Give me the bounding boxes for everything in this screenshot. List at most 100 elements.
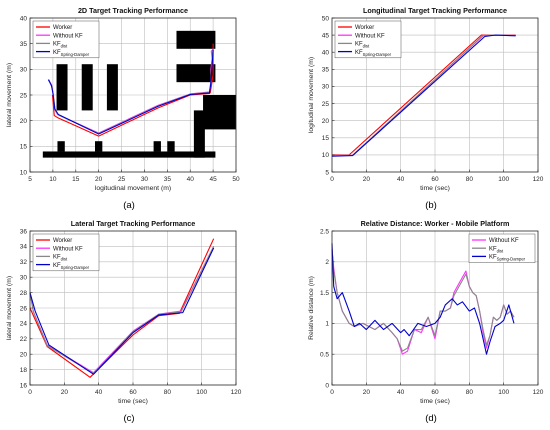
- x-tick-label: 40: [187, 176, 195, 183]
- y-tick-label: 22: [20, 336, 28, 343]
- legend-entry-text: KF: [53, 263, 61, 269]
- y-tick-label: 30: [20, 275, 28, 282]
- legend-entry-text: KF: [53, 42, 61, 48]
- y-tick-label: 10: [322, 152, 330, 159]
- y-tick-label: 25: [20, 92, 28, 99]
- legend-entry-subscript: Spring-Damper: [363, 52, 392, 57]
- legend-entry-without_kf: Without KF: [53, 33, 83, 39]
- obstacle-block-1: [56, 64, 68, 111]
- legend-entry-worker: Worker: [53, 238, 72, 244]
- x-tick-label: 10: [49, 176, 57, 183]
- y-tick-label: 20: [20, 118, 28, 125]
- x-tick-label: 80: [466, 176, 474, 183]
- legend-entry-text: Without KF: [53, 33, 83, 39]
- y-tick-label: 15: [322, 135, 330, 142]
- x-tick-label: 50: [232, 176, 240, 183]
- legend-entry-subscript: Spring-Damper: [61, 52, 90, 57]
- legend-entry-without_kf: Without KF: [489, 238, 519, 244]
- x-tick-label: 60: [431, 389, 439, 396]
- y-tick-label: 26: [20, 305, 28, 312]
- x-axis-label: time (sec): [420, 398, 450, 405]
- legend-entry-text: KF: [355, 50, 363, 56]
- y-tick-label: 34: [20, 244, 28, 251]
- y-axis-label: logitudinal movement (m): [308, 57, 315, 133]
- chart-panel-3: 0 20 40 60 80 100 120 16 18 20 22 24 26 28 30 32 34 36 Lat…: [6, 219, 242, 424]
- x-tick-label: 80: [164, 389, 172, 396]
- obstacle-block-5: [176, 64, 216, 83]
- obstacle-block-6: [203, 95, 236, 130]
- panel-label: (c): [123, 413, 134, 424]
- legend-entry-text: KF: [53, 50, 61, 56]
- x-tick-label: 35: [164, 176, 172, 183]
- x-tick-label: 80: [466, 389, 474, 396]
- y-tick-label: 50: [322, 15, 330, 22]
- chart-panel-4: 0 20 40 60 80 100 120 0 0.5 1 1.5 2 2.5 Relative Dist…: [308, 219, 544, 424]
- legend-entry-text: Worker: [53, 238, 72, 244]
- x-tick-label: 120: [231, 389, 242, 396]
- y-tick-label: 30: [322, 84, 330, 91]
- legend-entry-text: KF: [489, 255, 497, 261]
- panel-label: (a): [123, 200, 135, 211]
- legend-entry-text: Worker: [355, 25, 374, 31]
- legend-entry-kf_spring: KFSpring-Damper: [355, 50, 392, 57]
- legend-entry-kf_spring: KFSpring-Damper: [489, 255, 526, 262]
- y-axis-label: lateral movement (m): [6, 63, 13, 127]
- y-tick-label: 0.5: [320, 352, 329, 359]
- obstacle-block-7: [193, 110, 205, 158]
- x-axis-label: logitudinal movement (m): [95, 185, 171, 192]
- legend-entry-kf_spring: KFSpring-Damper: [53, 50, 90, 57]
- y-axis-label: lateral movement (m): [6, 276, 13, 340]
- series-line-kf_spring: [29, 247, 215, 375]
- y-axis-label: Relative distance (m): [308, 276, 315, 340]
- x-tick-label: 100: [498, 176, 509, 183]
- series-line-kf_dist: [331, 249, 515, 352]
- x-tick-label: 0: [28, 389, 32, 396]
- x-tick-label: 40: [397, 176, 405, 183]
- legend-entry-without_kf: Without KF: [355, 33, 385, 39]
- legend-entry-kf_dist: KFdist: [53, 42, 68, 49]
- x-tick-label: 120: [533, 389, 544, 396]
- legend-entry-worker: Worker: [53, 25, 72, 31]
- obstacle-block-8: [42, 151, 216, 158]
- x-tick-label: 20: [95, 176, 103, 183]
- x-tick-label: 0: [330, 176, 334, 183]
- x-tick-label: 120: [533, 176, 544, 183]
- y-tick-label: 35: [20, 41, 28, 48]
- x-tick-label: 15: [72, 176, 80, 183]
- y-tick-label: 1.5: [320, 290, 329, 297]
- y-tick-label: 36: [20, 228, 28, 235]
- legend-entry-text: KF: [53, 255, 61, 261]
- y-tick-label: 32: [20, 259, 28, 266]
- x-tick-label: 20: [363, 176, 371, 183]
- obstacle-block-10: [95, 141, 103, 152]
- x-tick-label: 60: [431, 176, 439, 183]
- series-line-kf_spring: [331, 243, 515, 355]
- chart-panel-2: 0 20 40 60 80 100 120 5 10 15 20 25 30 35 40 45 50 Longit…: [308, 6, 544, 211]
- legend-entry-kf_spring: KFSpring-Damper: [53, 263, 90, 270]
- panel-label: (d): [425, 413, 437, 424]
- legend-entry-text: Worker: [53, 25, 72, 31]
- y-tick-label: 35: [322, 67, 330, 74]
- y-tick-label: 0: [325, 382, 329, 389]
- y-tick-label: 25: [322, 101, 330, 108]
- y-tick-label: 30: [20, 67, 28, 74]
- x-tick-label: 5: [28, 176, 32, 183]
- y-tick-label: 15: [20, 144, 28, 151]
- x-tick-label: 45: [209, 176, 217, 183]
- legend-entry-text: Without KF: [489, 238, 519, 244]
- y-tick-label: 40: [20, 15, 28, 22]
- y-tick-label: 2.5: [320, 228, 329, 235]
- legend-entry-subscript: Spring-Damper: [61, 265, 90, 270]
- legend-entry-text: Without KF: [53, 246, 83, 252]
- y-tick-label: 28: [20, 290, 28, 297]
- x-tick-label: 25: [118, 176, 126, 183]
- y-tick-label: 45: [322, 32, 330, 39]
- series-line-kf_spring: [47, 49, 214, 135]
- legend-entry-without_kf: Without KF: [53, 246, 83, 252]
- x-axis-label: time (sec): [420, 185, 450, 192]
- chart-title: 2D Target Tracking Performance: [78, 6, 188, 15]
